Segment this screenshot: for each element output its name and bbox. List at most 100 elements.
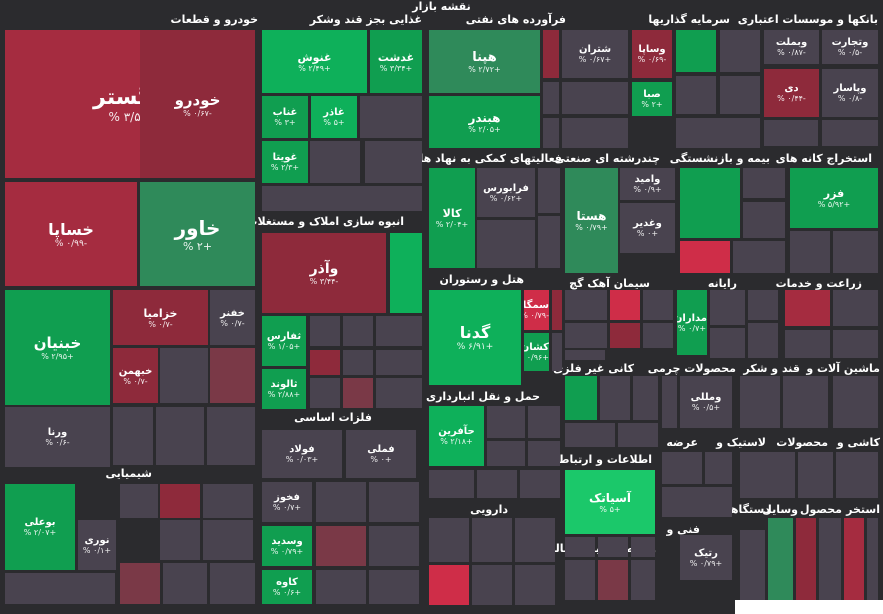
stock-tile[interactable] (543, 30, 559, 78)
stock-tile[interactable] (618, 423, 658, 447)
stock-tile[interactable] (5, 573, 115, 604)
stock-tile[interactable] (120, 563, 160, 604)
stock-tile[interactable] (562, 118, 628, 148)
stock-tile[interactable] (680, 168, 740, 238)
stock-tile[interactable] (310, 378, 340, 408)
stock-tile[interactable] (565, 537, 595, 557)
stock-tile[interactable] (631, 560, 655, 600)
stock-tile[interactable] (160, 520, 200, 560)
stock-tile[interactable] (156, 407, 204, 465)
stock-tile[interactable] (743, 168, 785, 198)
stock-tile[interactable] (710, 290, 745, 325)
stock-tile[interactable]: کالا +۲/۰۴ % (429, 168, 475, 268)
stock-tile[interactable] (790, 231, 830, 273)
stock-tile[interactable] (160, 348, 208, 403)
stock-tile[interactable] (515, 518, 555, 562)
stock-tile[interactable] (487, 441, 525, 466)
stock-tile[interactable] (768, 518, 793, 600)
stock-tile[interactable]: سمگا-۰/۷۹ % (524, 290, 549, 330)
stock-tile[interactable] (163, 563, 207, 604)
stock-tile[interactable]: رتیک +۰/۷۹ % (680, 535, 732, 580)
stock-tile[interactable]: ورنا -۰/۶ % (5, 407, 110, 467)
stock-tile[interactable]: خساپا -۰/۹۹ % (5, 182, 137, 286)
stock-tile[interactable]: غویتا +۲/۳ % (262, 141, 308, 183)
stock-tile[interactable]: فرابورس +۰/۶۲ % (477, 168, 535, 217)
stock-tile[interactable] (477, 470, 517, 498)
stock-tile[interactable]: وپاسار -۰/۸ % (822, 69, 878, 117)
stock-tile[interactable]: خبهمن -۰/۷ % (113, 348, 158, 403)
stock-tile[interactable] (710, 328, 745, 358)
stock-tile[interactable]: وتجارت -۰/۵ % (822, 30, 878, 64)
stock-tile[interactable]: وآذر -۳/۴۴ % (262, 233, 386, 313)
stock-tile[interactable] (207, 407, 255, 465)
stock-tile[interactable] (210, 563, 255, 604)
stock-tile[interactable] (565, 350, 605, 360)
stock-tile[interactable]: خزامیا -۰/۷ % (113, 290, 208, 345)
stock-tile[interactable] (633, 376, 658, 420)
stock-tile[interactable] (316, 570, 366, 604)
stock-tile[interactable] (369, 570, 419, 604)
stock-tile[interactable] (316, 526, 366, 566)
stock-tile[interactable] (310, 350, 340, 375)
stock-tile[interactable]: خودرو -۰/۶۷ % (140, 30, 255, 178)
stock-tile[interactable] (429, 518, 469, 562)
stock-tile[interactable] (538, 216, 560, 268)
stock-tile[interactable] (562, 82, 628, 114)
stock-tile[interactable] (472, 518, 512, 562)
stock-tile[interactable] (310, 141, 360, 183)
stock-tile[interactable] (610, 290, 640, 320)
stock-tile[interactable]: فزر +۵/۹۲ % (790, 168, 878, 228)
stock-tile[interactable] (203, 484, 253, 518)
stock-tile[interactable]: فولاد +۰/۰۳ % (262, 430, 342, 478)
stock-tile[interactable]: فخوز +۰/۷ % (262, 482, 312, 522)
stock-tile[interactable] (785, 330, 830, 358)
stock-tile[interactable] (833, 330, 878, 358)
stock-tile[interactable] (785, 290, 830, 326)
stock-tile[interactable]: وغدیر +۰ % (620, 203, 675, 253)
stock-tile[interactable] (705, 452, 732, 484)
stock-tile[interactable] (543, 82, 559, 114)
stock-tile[interactable] (565, 290, 607, 320)
stock-tile[interactable]: آسیاتک +۵ % (565, 470, 655, 534)
stock-tile[interactable] (369, 482, 419, 522)
stock-tile[interactable] (538, 168, 560, 213)
stock-tile[interactable]: وبملت -۰/۸۷ % (764, 30, 819, 64)
stock-tile[interactable] (376, 316, 422, 346)
stock-tile[interactable] (867, 518, 878, 600)
stock-tile[interactable]: مداران +۰/۷ % (677, 290, 707, 355)
stock-tile[interactable]: ثفارس +۱/۰۵ % (262, 316, 306, 366)
stock-tile[interactable] (365, 141, 422, 183)
stock-tile[interactable] (565, 423, 615, 447)
stock-tile[interactable]: گدنا +۶/۹۱ % (429, 290, 521, 385)
stock-tile[interactable] (598, 537, 628, 557)
stock-tile[interactable] (477, 220, 535, 268)
stock-tile[interactable] (360, 96, 422, 138)
stock-tile[interactable] (160, 484, 200, 518)
stock-tile[interactable] (643, 323, 673, 348)
stock-tile[interactable]: غدشت +۳/۳۴ % (370, 30, 422, 93)
stock-tile[interactable] (676, 30, 716, 72)
stock-tile[interactable]: غاذر +۵ % (311, 96, 357, 138)
stock-tile[interactable] (343, 378, 373, 408)
stock-tile[interactable] (733, 241, 785, 273)
stock-tile[interactable] (262, 186, 422, 211)
stock-tile[interactable]: دی -۰/۴۴ % (764, 69, 819, 117)
stock-tile[interactable]: ثالوند +۲/۸۸ % (262, 369, 306, 409)
stock-tile[interactable] (833, 290, 878, 326)
stock-tile[interactable] (598, 560, 628, 600)
stock-tile[interactable]: صبا +۲ % (632, 82, 672, 116)
stock-tile[interactable]: هبندر +۲/۰۵ % (429, 96, 540, 148)
stock-tile[interactable] (520, 470, 560, 498)
stock-tile[interactable]: شتران +۰/۶۷ % (562, 30, 628, 78)
stock-tile[interactable] (552, 333, 562, 371)
stock-tile[interactable]: غناب +۳ % (262, 96, 308, 138)
stock-tile[interactable] (740, 452, 795, 498)
stock-tile[interactable] (819, 518, 841, 600)
stock-tile[interactable] (748, 323, 778, 358)
stock-tile[interactable] (316, 482, 366, 522)
stock-tile[interactable] (610, 323, 640, 348)
stock-tile[interactable]: وسدید +۰/۷۹ % (262, 526, 312, 566)
stock-tile[interactable] (515, 565, 555, 605)
stock-tile[interactable] (565, 560, 595, 600)
stock-tile[interactable] (343, 316, 373, 346)
